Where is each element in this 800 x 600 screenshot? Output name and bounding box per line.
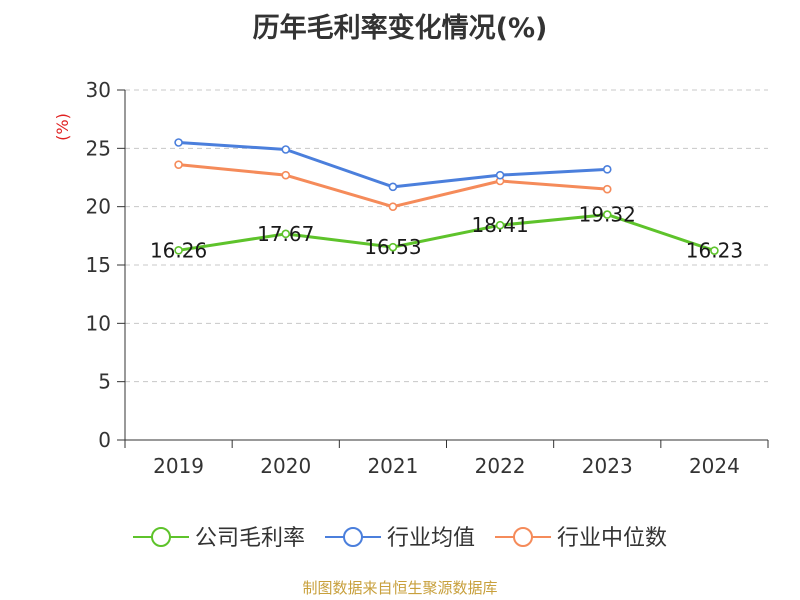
source-note: 制图数据来自恒生聚源数据库 <box>302 579 498 597</box>
data-point <box>174 160 183 169</box>
axes: 0 5 10 15 20 25 30 2019 2020 2021 2022 2023 2024 (%) <box>53 78 769 478</box>
x-tick-label: 2019 <box>153 454 204 478</box>
data-label: 16.26 <box>150 238 207 262</box>
x-tick-label: 2020 <box>260 454 311 478</box>
legend-label: 公司毛利率 <box>195 526 305 551</box>
legend-item: 行业中位数 <box>495 526 667 551</box>
legend-item: 公司毛利率 <box>133 526 305 551</box>
legend-circle-icon <box>343 527 363 547</box>
y-tick-label: 15 <box>86 253 111 277</box>
y-tick-label: 5 <box>98 370 111 394</box>
series-layer <box>174 138 719 255</box>
data-point <box>174 246 183 255</box>
y-tick-label: 0 <box>98 428 111 452</box>
data-point <box>602 165 612 174</box>
legend-circle-icon <box>513 527 533 547</box>
legend-label: 行业中位数 <box>557 526 667 551</box>
data-point <box>602 184 612 194</box>
data-point <box>388 242 398 252</box>
legend: 公司毛利率 行业均值 行业中位数 <box>133 526 667 551</box>
x-tick-label: 2021 <box>367 454 418 478</box>
series-line <box>178 141 608 189</box>
data-point <box>281 145 291 154</box>
legend-circle-icon <box>151 527 171 547</box>
data-label: 18.41 <box>471 213 528 237</box>
data-point <box>388 202 398 211</box>
data-point <box>495 170 505 180</box>
data-point <box>602 210 612 219</box>
data-point <box>281 229 291 239</box>
data-label: 19.32 <box>579 203 636 227</box>
grid-lines <box>125 89 768 383</box>
x-tick-label: 2023 <box>582 454 633 478</box>
data-point <box>174 138 183 147</box>
y-tick-label: 10 <box>86 311 111 335</box>
legend-label: 行业均值 <box>387 526 475 551</box>
y-axis-label: (%) <box>53 113 72 141</box>
series-line <box>178 213 715 253</box>
data-labels: 16.26 17.67 16.53 18.41 19.32 16.23 <box>150 203 743 263</box>
x-tick-label: 2022 <box>475 454 526 478</box>
x-tick-label: 2024 <box>689 454 740 478</box>
y-tick-label: 30 <box>86 78 111 102</box>
data-point <box>388 182 398 192</box>
y-tick-label: 25 <box>86 136 111 160</box>
data-point <box>495 220 505 230</box>
data-label: 16.23 <box>686 239 743 263</box>
data-label: 16.53 <box>364 235 421 259</box>
legend-item: 行业均值 <box>325 526 475 551</box>
y-tick-label: 20 <box>86 195 111 219</box>
data-label: 17.67 <box>257 222 314 246</box>
chart-title: 历年毛利率变化情况(%) <box>252 13 548 44</box>
data-point <box>281 170 291 180</box>
data-point <box>710 246 719 255</box>
